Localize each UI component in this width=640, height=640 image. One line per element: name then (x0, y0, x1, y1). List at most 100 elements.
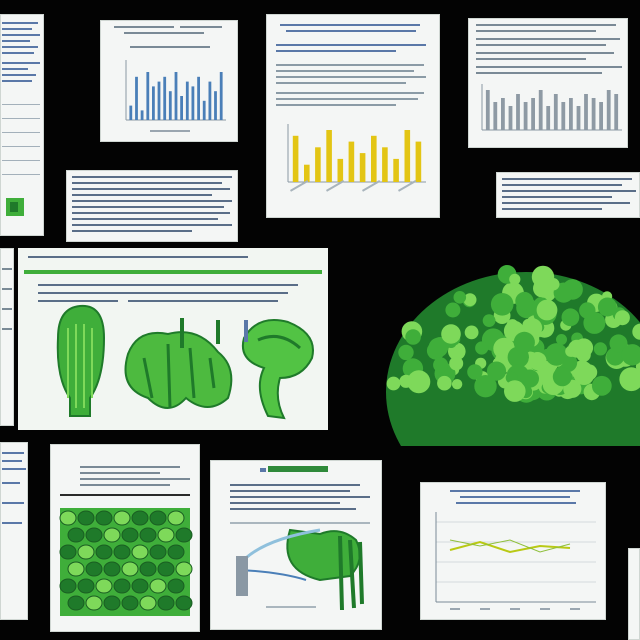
sphere (515, 291, 534, 311)
cell (121, 561, 139, 577)
bar-chart-blue (114, 26, 226, 132)
document-page-left-bottom (0, 442, 28, 620)
sphere (441, 324, 461, 344)
bar (359, 153, 366, 182)
cell (113, 510, 131, 526)
bar (599, 102, 603, 130)
bar (152, 86, 155, 120)
sphere (552, 367, 572, 387)
bar (214, 91, 217, 120)
bar (304, 164, 310, 182)
cell (175, 595, 193, 611)
bar (584, 94, 588, 130)
bar (516, 94, 520, 130)
sphere (486, 361, 507, 381)
sphere (513, 331, 535, 353)
cell (95, 578, 113, 594)
document-green-cell-figure (50, 444, 200, 632)
bar (191, 86, 195, 120)
bar (531, 98, 535, 130)
bar (337, 158, 344, 182)
cell (77, 510, 95, 526)
bar (553, 94, 558, 130)
sphere (553, 282, 574, 303)
sphere (433, 357, 449, 373)
cell (103, 595, 121, 611)
bar (569, 98, 573, 130)
sphere (475, 341, 489, 355)
sphere (451, 379, 463, 390)
sphere (528, 352, 547, 371)
bar (485, 90, 490, 130)
sphere (591, 375, 612, 396)
organ-shape-3 (242, 319, 314, 420)
cell (103, 527, 121, 543)
cell (139, 595, 157, 611)
cell (85, 561, 103, 577)
sphere (449, 356, 464, 371)
sphere (463, 293, 477, 307)
cell (113, 578, 131, 594)
sphere (574, 338, 594, 357)
sphere (490, 293, 514, 316)
cell (175, 561, 193, 577)
bar (197, 76, 200, 120)
organ-detail (236, 528, 364, 611)
cell (131, 578, 149, 594)
cell (131, 544, 149, 560)
text-lines (2, 22, 40, 216)
cell (85, 595, 103, 611)
sphere (579, 302, 596, 319)
document-text-block (66, 170, 238, 242)
sphere (405, 329, 421, 345)
sphere (474, 375, 497, 398)
text-lines (2, 452, 26, 524)
cell (67, 595, 85, 611)
cell (139, 527, 157, 543)
bar-chart-yellow (276, 24, 426, 192)
bar (523, 102, 528, 130)
cell (77, 544, 95, 560)
cell (157, 527, 175, 543)
sphere (609, 334, 628, 353)
cell (67, 527, 85, 543)
document-line-chart (420, 482, 606, 620)
text-lines (72, 176, 232, 232)
green-cell-texture (386, 252, 640, 446)
sphere (556, 334, 567, 345)
bar (174, 72, 178, 120)
cell (157, 561, 175, 577)
document-bar-chart-yellow (266, 14, 440, 218)
anatomy-figure (18, 248, 328, 430)
document-green-anatomy-figure (18, 248, 328, 430)
sphere (536, 299, 558, 321)
sphere (573, 364, 595, 385)
cell (139, 561, 157, 577)
cell (85, 527, 103, 543)
cell (157, 595, 175, 611)
line-chart (435, 490, 596, 610)
bar (140, 110, 144, 120)
bar (135, 76, 138, 120)
sphere (566, 345, 578, 357)
cell (59, 578, 77, 594)
bar (614, 94, 619, 130)
document-page-left-mid (0, 248, 14, 426)
text-lines (502, 178, 636, 210)
bar (219, 72, 223, 120)
cell (131, 510, 149, 526)
bar (591, 98, 596, 130)
cell (121, 595, 139, 611)
sphere (561, 308, 580, 327)
sphere (520, 369, 539, 388)
bar (146, 72, 150, 120)
cell (95, 544, 113, 560)
anatomy-small (230, 466, 370, 611)
bar (348, 141, 355, 182)
document-bar-chart-gray (468, 18, 628, 148)
bar (561, 102, 566, 130)
bar (326, 130, 332, 182)
cell (95, 510, 113, 526)
bar (576, 106, 581, 130)
